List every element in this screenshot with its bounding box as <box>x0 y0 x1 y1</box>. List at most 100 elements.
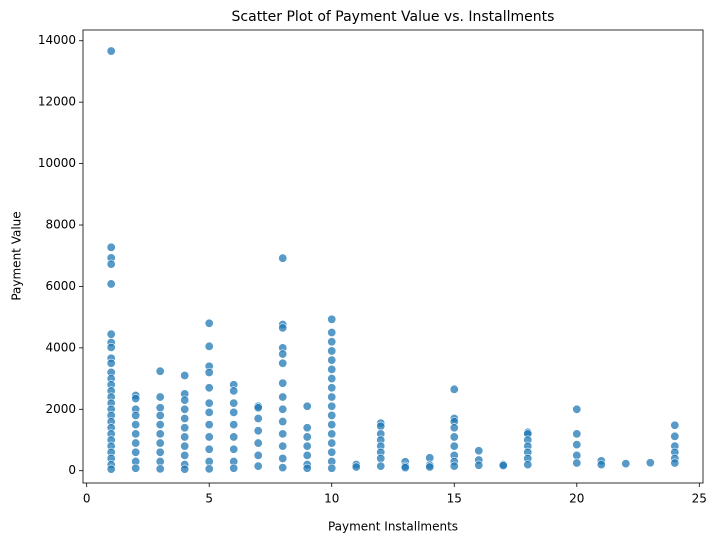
y-tick-label: 10000 <box>38 156 76 170</box>
point <box>155 464 165 474</box>
point <box>106 279 116 289</box>
point <box>155 410 165 420</box>
point <box>572 404 582 414</box>
point <box>180 371 190 381</box>
point <box>131 420 141 430</box>
point <box>327 401 337 411</box>
point <box>645 458 655 468</box>
point <box>180 441 190 451</box>
y-tick-label: 8000 <box>45 218 76 232</box>
point <box>327 355 337 365</box>
point <box>204 432 214 442</box>
point <box>302 441 312 451</box>
point <box>449 384 459 394</box>
point <box>278 323 288 333</box>
point <box>155 447 165 457</box>
point <box>327 328 337 338</box>
point <box>106 358 116 368</box>
point <box>670 420 680 430</box>
point <box>204 341 214 351</box>
point <box>327 410 337 420</box>
point <box>278 417 288 427</box>
point <box>327 364 337 374</box>
point <box>302 432 312 442</box>
y-tick-label: 14000 <box>38 33 76 47</box>
x-tick-label: 5 <box>205 492 213 506</box>
point <box>302 401 312 411</box>
point <box>278 392 288 402</box>
point <box>180 423 190 433</box>
x-axis-label: Payment Installments <box>328 520 458 534</box>
point <box>253 414 263 424</box>
point <box>229 398 239 408</box>
point <box>351 462 361 472</box>
y-axis-label: Payment Value <box>10 211 24 300</box>
point <box>278 441 288 451</box>
point <box>278 429 288 439</box>
point <box>106 464 116 474</box>
point <box>106 242 116 252</box>
point <box>253 450 263 460</box>
y-tick-label: 0 <box>68 463 76 477</box>
point <box>449 423 459 433</box>
point <box>302 450 312 460</box>
point <box>131 438 141 448</box>
y-tick-label: 4000 <box>45 340 76 354</box>
point <box>523 460 533 470</box>
point <box>621 459 631 469</box>
point <box>572 429 582 439</box>
point <box>449 441 459 451</box>
point <box>204 383 214 393</box>
point <box>106 329 116 339</box>
y-tick-label: 2000 <box>45 402 76 416</box>
point <box>425 462 435 472</box>
point <box>596 460 606 470</box>
point <box>278 349 288 359</box>
point <box>180 414 190 424</box>
point <box>204 407 214 417</box>
point <box>327 429 337 439</box>
x-tick-label: 0 <box>83 492 91 506</box>
point <box>474 446 484 456</box>
point <box>131 447 141 457</box>
x-tick-label: 20 <box>569 492 584 506</box>
y-tick-label: 12000 <box>38 95 76 109</box>
point <box>204 444 214 454</box>
point <box>449 432 459 442</box>
point <box>229 407 239 417</box>
point <box>302 463 312 473</box>
point <box>376 421 386 431</box>
point <box>155 366 165 376</box>
point <box>204 398 214 408</box>
point <box>474 460 484 470</box>
point <box>376 461 386 471</box>
x-tick-label: 25 <box>692 492 707 506</box>
point <box>106 342 116 352</box>
point <box>204 420 214 430</box>
point <box>327 337 337 347</box>
x-tick-label: 10 <box>324 492 339 506</box>
point <box>572 458 582 468</box>
point <box>204 318 214 328</box>
point <box>131 394 141 404</box>
point <box>180 464 190 474</box>
point <box>204 367 214 377</box>
point <box>327 447 337 457</box>
point <box>229 420 239 430</box>
point <box>278 453 288 463</box>
point <box>180 395 190 405</box>
point <box>278 463 288 473</box>
point <box>278 404 288 414</box>
plot-frame <box>82 29 704 484</box>
point <box>229 432 239 442</box>
point <box>155 429 165 439</box>
point <box>155 392 165 402</box>
point <box>180 432 190 442</box>
chart-title: Scatter Plot of Payment Value vs. Instal… <box>232 9 555 25</box>
point <box>327 392 337 402</box>
point <box>327 346 337 356</box>
point <box>327 420 337 430</box>
point <box>572 450 582 460</box>
point <box>670 458 680 468</box>
